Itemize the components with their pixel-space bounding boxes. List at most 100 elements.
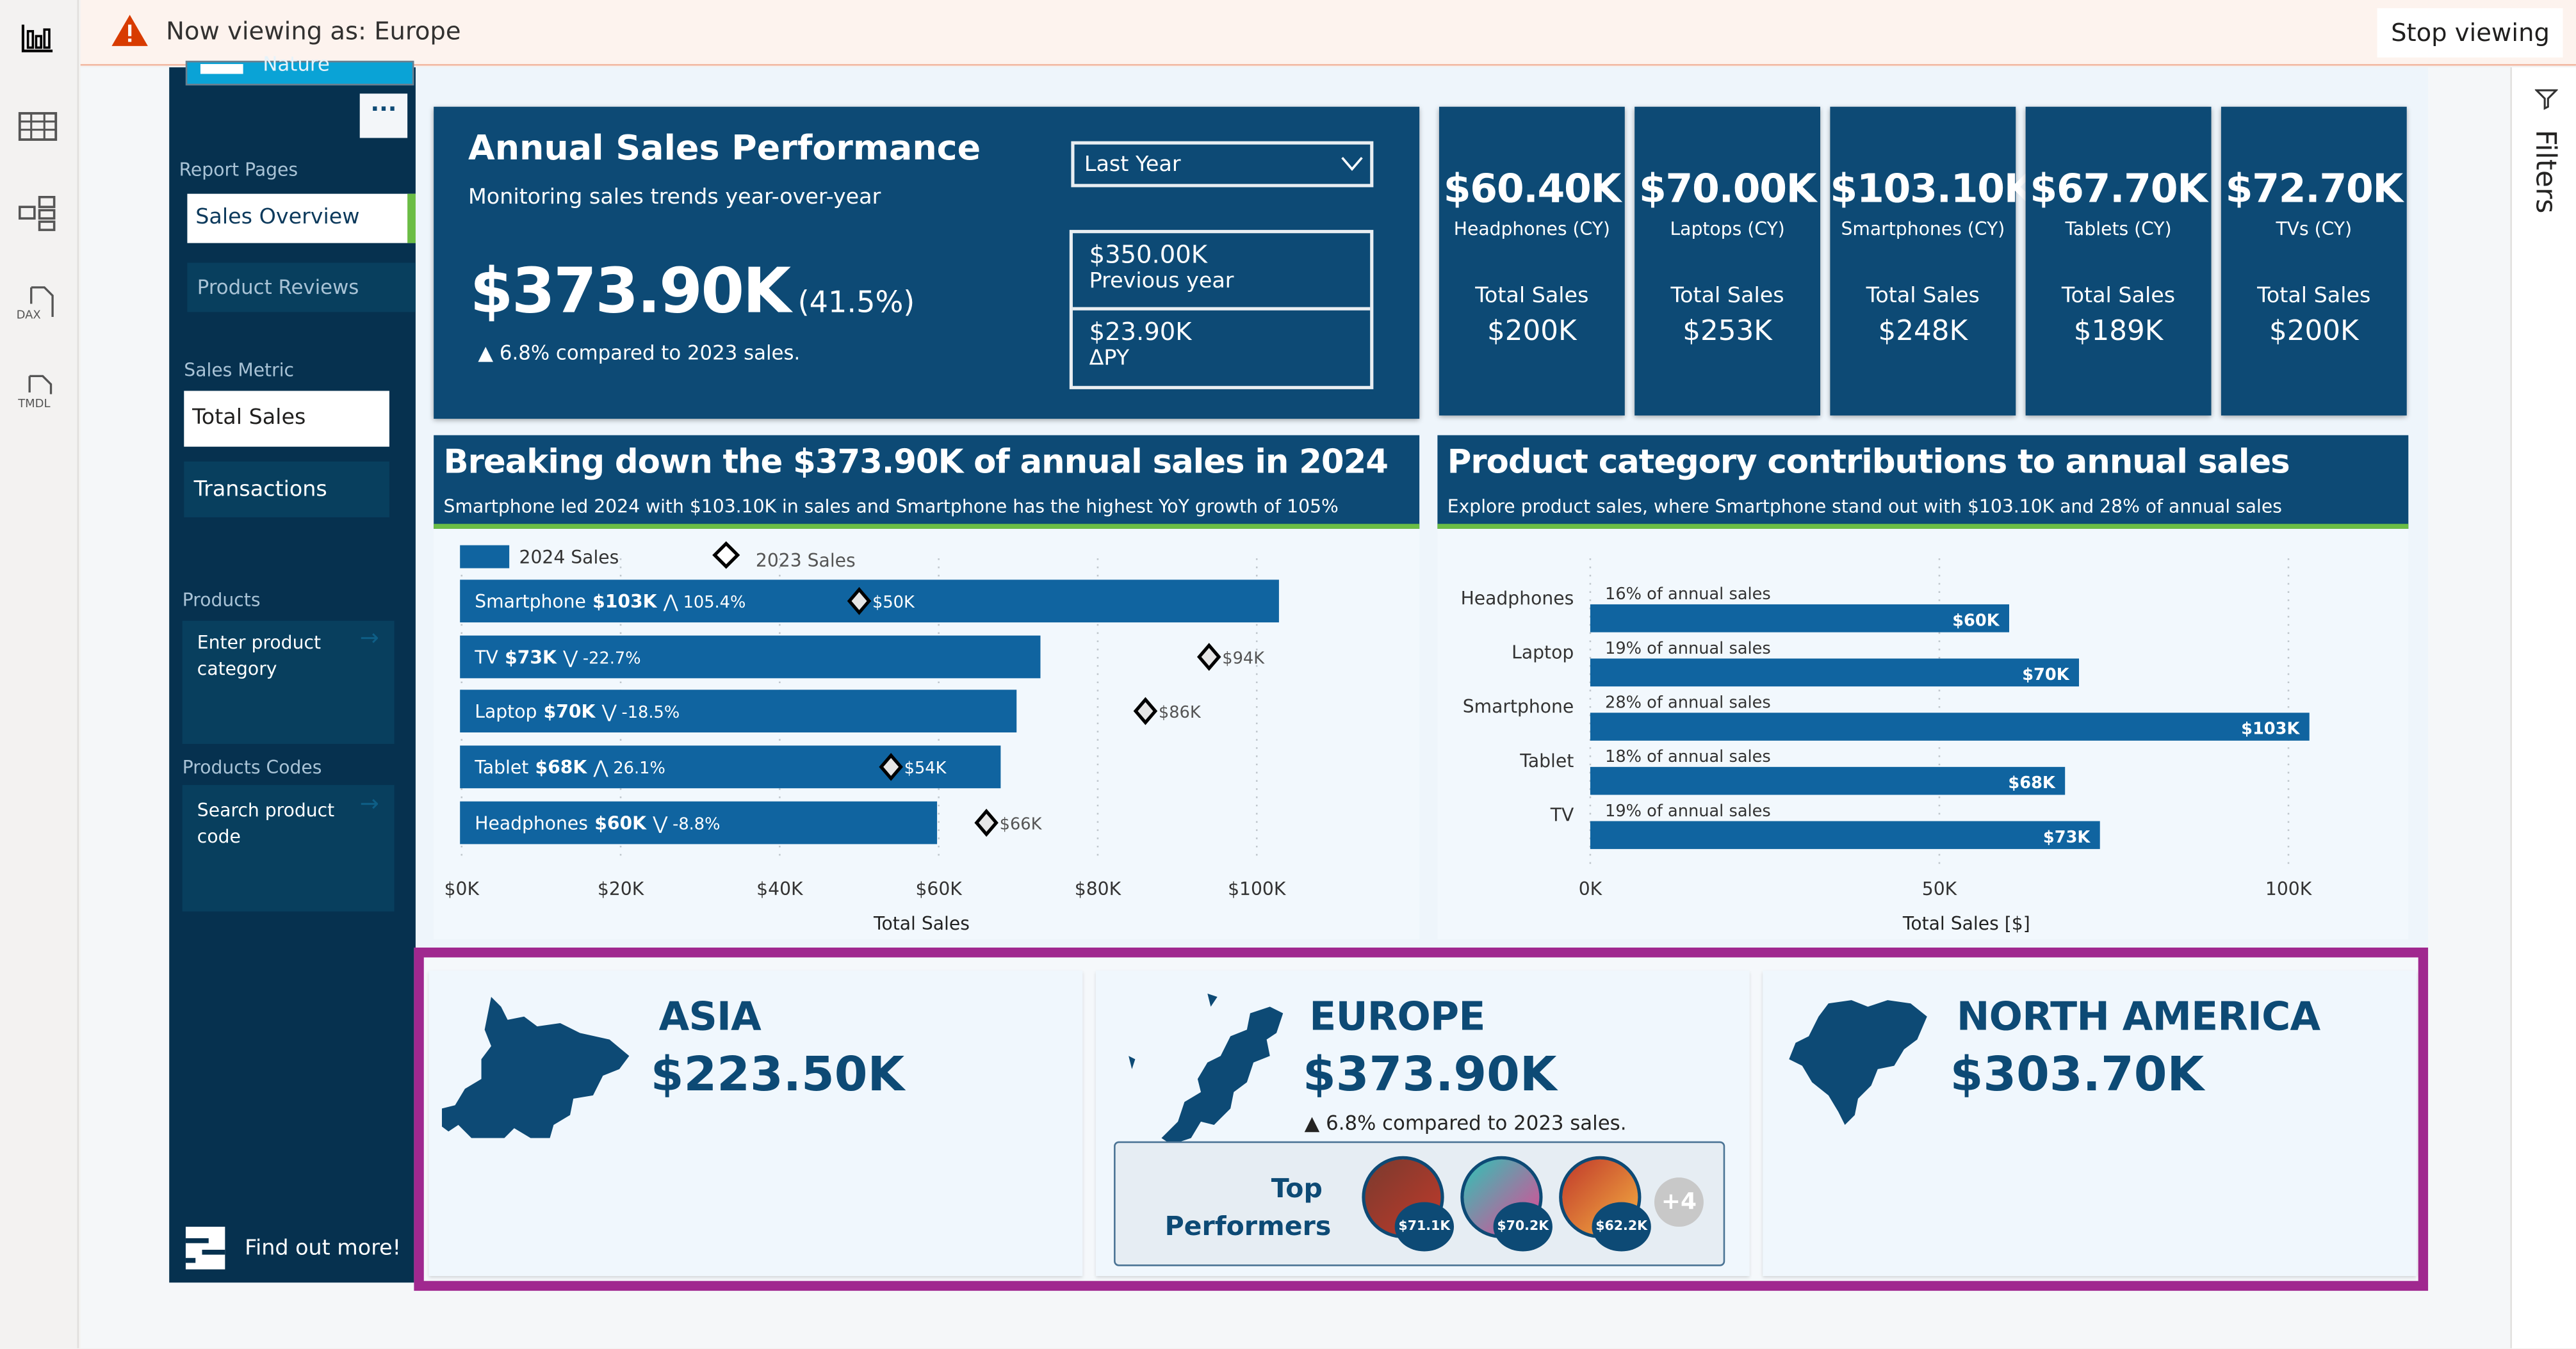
- bar: [1590, 713, 2310, 741]
- top-performers-label: Top: [1271, 1172, 1323, 1204]
- kpi-card: $67.70K Tablets (CY) Total Sales $189K: [2025, 106, 2212, 416]
- kpi-value: $70.00K: [1638, 166, 1817, 212]
- filters-pane[interactable]: Filters: [2510, 67, 2576, 1348]
- product-category-input[interactable]: Enter product category →: [182, 620, 395, 744]
- annual-title: Annual Sales Performance: [468, 128, 981, 168]
- share-label: 19% of annual sales: [1605, 802, 1771, 821]
- region-card-europe[interactable]: EUROPE $373.90K ▲ 6.8% compared to 2023 …: [1095, 970, 1750, 1277]
- banner-text: Now viewing as: Europe: [166, 16, 461, 46]
- bar-value-label: $60K: [594, 812, 647, 834]
- category-contribution-plot: 0K 50K 100K Total Sales [$] Headphones 16% of…: [1461, 558, 2313, 934]
- model-view-icon[interactable]: [17, 192, 60, 235]
- kpi-label: Smartphones (CY): [1841, 218, 2005, 240]
- kpi-total-label: Total Sales: [1670, 284, 1784, 309]
- kpi-value: $72.70K: [2225, 166, 2404, 212]
- category-label: Tablet: [1519, 750, 1574, 771]
- table-view-icon[interactable]: [17, 105, 60, 148]
- metric-transactions[interactable]: Transactions: [184, 461, 389, 517]
- bar: [1590, 604, 2009, 633]
- x-tick-label: $60K: [915, 878, 963, 900]
- marker-2023: [1133, 697, 1158, 725]
- x-tick-label: 100K: [2265, 878, 2313, 900]
- bar-label: Headphones $60K ⋁ -8.8%: [475, 812, 720, 834]
- up-arrow-icon: ▲: [1304, 1111, 1320, 1135]
- period-dropdown-value: Last Year: [1084, 152, 1181, 178]
- period-dropdown[interactable]: Last Year: [1071, 141, 1374, 188]
- dax-query-icon[interactable]: DAX: [17, 282, 60, 325]
- bar-label: Laptop $70K ⋁ -18.5%: [475, 701, 680, 722]
- delta-py-label: ΔPY: [1089, 346, 1130, 371]
- x-tick-label: 50K: [1922, 878, 1958, 900]
- region-value: $223.50K: [650, 1046, 905, 1103]
- kpi-card: $72.70K TVs (CY) Total Sales $200K: [2221, 106, 2407, 416]
- kpi-value: $60.40K: [1443, 166, 1622, 212]
- legend-label: 2024 Sales: [519, 547, 619, 568]
- view-as-banner: Now viewing as: Europe Stop viewing: [80, 0, 2576, 66]
- kpi-total-value: $248K: [1878, 315, 1968, 348]
- arrow-right-icon: →: [359, 626, 379, 652]
- marker-2023: [879, 752, 903, 781]
- x-axis-title: Total Sales [$]: [1902, 913, 2030, 934]
- kpi-total-label: Total Sales: [2257, 284, 2371, 309]
- region-name: ASIA: [658, 993, 762, 1040]
- products-codes-heading: Products Codes: [182, 757, 322, 779]
- bar-value-label: $73K: [2043, 828, 2091, 847]
- chart-title: Product category contributions to annual…: [1447, 441, 2290, 481]
- category-label: TV: [1550, 805, 1574, 826]
- bar-value-label: $70K: [544, 701, 596, 722]
- report-view-icon[interactable]: [17, 17, 60, 60]
- category-label: Laptop: [475, 701, 537, 722]
- metric-total-sales[interactable]: Total Sales: [184, 391, 389, 447]
- kpi-total-value: $200K: [1487, 315, 1577, 348]
- performer-avatar[interactable]: $62.2K: [1559, 1156, 1651, 1252]
- performer-avatar[interactable]: $71.1K: [1362, 1156, 1455, 1252]
- previous-year-value: $350.00K: [1089, 239, 1207, 270]
- warning-icon: [111, 15, 148, 46]
- chart-subtitle: Smartphone led 2024 with $103.10K in sal…: [443, 496, 1339, 517]
- region-name: NORTH AMERICA: [1956, 993, 2320, 1040]
- x-tick-label: 0K: [1579, 878, 1603, 900]
- region-value: $373.90K: [1303, 1046, 1557, 1103]
- bar-value-label: $70K: [2022, 665, 2070, 684]
- chart-subtitle: Explore product sales, where Smartphone …: [1447, 496, 2282, 517]
- kpi-card: $70.00K Laptops (CY) Total Sales $253K: [1634, 106, 1821, 416]
- annual-sales-card: Annual Sales Performance Monitoring sale…: [434, 106, 1420, 419]
- nature-button[interactable]: Nature: [185, 53, 414, 86]
- kpi-card: $103.10K Smartphones (CY) Total Sales $2…: [1830, 106, 2035, 416]
- share-label: 18% of annual sales: [1605, 747, 1771, 766]
- tmdl-view-icon[interactable]: TMDL: [17, 371, 60, 414]
- share-label: 19% of annual sales: [1605, 639, 1771, 658]
- more-options-button[interactable]: ···: [359, 93, 408, 138]
- category-label: Headphones: [1461, 588, 1574, 609]
- kpi-total-label: Total Sales: [1866, 284, 1980, 309]
- dax-label: DAX: [17, 309, 41, 322]
- marker-2023-label: $50K: [872, 593, 915, 612]
- comparison-box: $350.00K Previous year $23.90K ΔPY: [1069, 230, 1374, 389]
- kpi-value: $103.10K: [1830, 166, 2034, 212]
- x-tick-label: $40K: [756, 878, 804, 900]
- performer-sales-badge: $70.2K: [1493, 1202, 1553, 1252]
- region-name: EUROPE: [1309, 993, 1485, 1040]
- report-pages-heading: Report Pages: [179, 159, 298, 181]
- stop-viewing-button[interactable]: Stop viewing: [2377, 8, 2563, 58]
- x-axis-title: Total Sales: [873, 913, 970, 934]
- product-code-search-input[interactable]: Search product code →: [182, 785, 395, 912]
- find-out-more-button[interactable]: Find out more!: [183, 1224, 412, 1276]
- chevron-down-icon: [1341, 157, 1363, 171]
- marker-2023: [1196, 643, 1221, 671]
- page-sales-overview[interactable]: Sales Overview: [187, 193, 416, 243]
- more-performers-badge[interactable]: +4: [1654, 1177, 1704, 1227]
- share-label: 28% of annual sales: [1605, 693, 1771, 713]
- down-arrow-icon: ⋁: [652, 812, 668, 834]
- marker-2023: [847, 586, 872, 615]
- down-arrow-icon: ⋁: [562, 647, 578, 668]
- kpi-card: $60.40K Headphones (CY) Total Sales $200…: [1439, 106, 1625, 416]
- legend-diamond-icon: [712, 541, 740, 569]
- page-product-reviews[interactable]: Product Reviews: [187, 263, 416, 312]
- legend-swatch-2024: [460, 545, 510, 569]
- region-card-north-america[interactable]: NORTH AMERICA $303.70K: [1763, 970, 2417, 1277]
- region-card-asia[interactable]: ASIA $223.50K: [428, 970, 1083, 1277]
- top-performers-card[interactable]: Top Performers $71.1K $70.2K $62.2K +4: [1114, 1141, 1725, 1266]
- category-label: Smartphone: [1463, 696, 1574, 717]
- performer-avatar[interactable]: $70.2K: [1460, 1156, 1553, 1252]
